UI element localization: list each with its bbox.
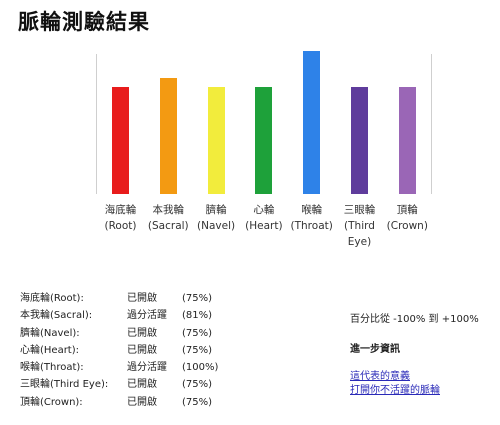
bar-label-line: 臍輪 (205, 204, 227, 216)
chart-left-axis (96, 54, 97, 194)
bar-label-line: (Root) (104, 220, 137, 232)
chakra-bar-chart: 海底輪 (Root) 本我輪 (Sacral) 臍輪 (Navel) 心輪 (Heart) 喉輪… (96, 51, 432, 251)
meaning-link[interactable]: 這代表的意義 (350, 371, 410, 382)
chakra-percent: (75%) (182, 396, 213, 408)
chakra-percent: (75%) (182, 379, 213, 391)
info-panel: 百分比從 -100% 到 +100% 進一步資訊 這代表的意義 打開你不活躍的脈… (350, 310, 479, 398)
chakra-name: 三眼輪(Third Eye): (20, 379, 109, 391)
bar-label-line: (Crown) (386, 220, 428, 232)
bar-label-sacral: 本我輪 (Sacral) (143, 202, 193, 234)
bar-label-line: Eye) (347, 236, 372, 248)
chakra-status: 已開啟 (127, 344, 157, 356)
bar-label-line: (Third (344, 220, 375, 232)
chakra-summary-table: 海底輪(Root): 已開啟 (75%) 本我輪(Sacral): 過分活躍 (81%) 臍… (20, 290, 222, 411)
bar-label-line: 三眼輪 (343, 204, 376, 216)
summary-row: 心輪(Heart): 已開啟 (75%) (20, 342, 222, 359)
chakra-percent: (75%) (182, 327, 213, 339)
summary-row: 頂輪(Crown): 已開啟 (75%) (20, 394, 222, 411)
bar-label-third-eye: 三眼輪 (Third Eye) (335, 202, 385, 250)
chakra-percent: (81%) (182, 310, 213, 322)
bar-label-navel: 臍輪 (Navel) (191, 202, 241, 234)
bar-label-throat: 喉輪 (Throat) (287, 202, 337, 234)
bar-label-line: (Sacral) (147, 220, 189, 232)
bar-crown (398, 86, 416, 194)
chakra-name: 海底輪(Root): (20, 293, 84, 304)
chakra-status: 已開啟 (127, 379, 157, 391)
chakra-status: 已開啟 (127, 293, 157, 304)
chakra-percent: (100%) (182, 362, 219, 374)
summary-row: 海底輪(Root): 已開啟 (75%) (20, 290, 222, 307)
chakra-status: 已開啟 (127, 396, 157, 408)
info-heading: 進一步資訊 (350, 344, 400, 355)
bar-label-line: 海底輪 (104, 204, 137, 216)
chart-right-axis (431, 54, 432, 194)
bar-throat (303, 51, 321, 194)
chakra-name: 本我輪(Sacral): (20, 310, 93, 322)
summary-row: 臍輪(Navel): 已開啟 (75%) (20, 325, 222, 342)
bar-navel (207, 86, 225, 194)
bar-sacral (159, 78, 177, 194)
chakra-percent: (75%) (182, 293, 213, 304)
chakra-name: 心輪(Heart): (20, 344, 80, 356)
summary-row: 喉輪(Throat): 過分活躍 (100%) (20, 359, 222, 376)
open-inactive-chakra-link[interactable]: 打開你不活躍的脈輪 (350, 385, 440, 396)
chakra-status: 已開啟 (127, 327, 157, 339)
bar-label-crown: 頂輪 (Crown) (382, 202, 432, 234)
summary-row: 本我輪(Sacral): 過分活躍 (81%) (20, 307, 222, 324)
bar-root (112, 86, 129, 194)
chakra-name: 頂輪(Crown): (20, 396, 83, 408)
bar-label-line: (Navel) (197, 220, 236, 232)
bar-third-eye (351, 86, 368, 194)
bar-label-line: 頂輪 (396, 204, 418, 216)
bar-label-line: (Throat) (290, 220, 333, 232)
range-note: 百分比從 -100% 到 +100% (350, 314, 479, 325)
chakra-percent: (75%) (182, 344, 213, 356)
chakra-status: 過分活躍 (127, 310, 167, 322)
bar-heart (255, 86, 273, 194)
bar-label-line: 本我輪 (152, 204, 185, 216)
bar-label-line: 喉輪 (301, 204, 323, 216)
chakra-status: 過分活躍 (127, 362, 167, 374)
chakra-name: 喉輪(Throat): (20, 362, 84, 374)
bar-label-root: 海底輪 (Root) (96, 202, 146, 234)
bar-label-line: (Heart) (245, 220, 283, 232)
chakra-name: 臍輪(Navel): (20, 327, 80, 339)
summary-row: 三眼輪(Third Eye): 已開啟 (75%) (20, 376, 222, 393)
bar-label-line: 心輪 (253, 204, 275, 216)
bar-label-heart: 心輪 (Heart) (239, 202, 289, 234)
page-title: 脈輪測驗結果 (18, 9, 150, 34)
